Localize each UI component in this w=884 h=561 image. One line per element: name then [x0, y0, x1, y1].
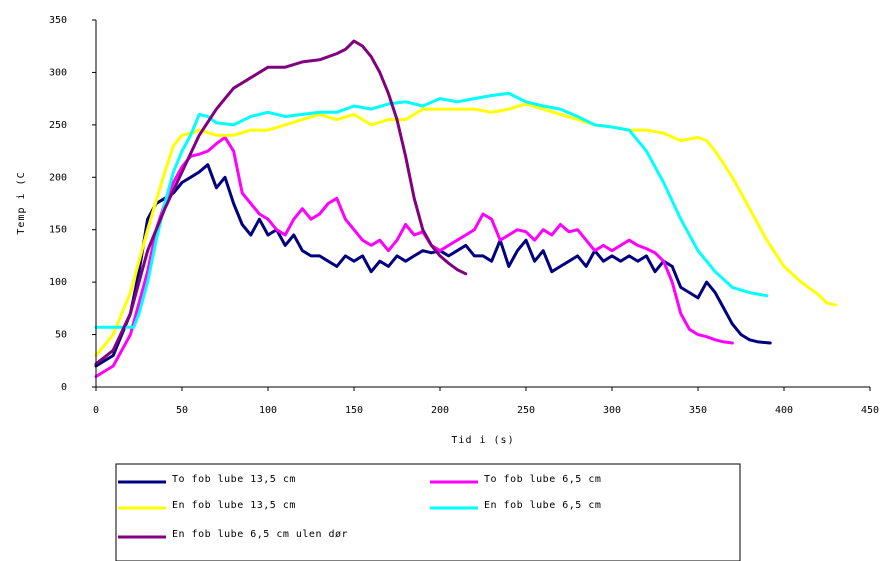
axes [95, 20, 870, 388]
legend-label-0: To fob lube 13,5 cm [172, 474, 296, 485]
legend-box [115, 463, 741, 561]
x-tick-label: 0 [93, 405, 99, 416]
legend-label-3: En fob lube 6,5 cm [484, 500, 601, 511]
y-tick-label: 250 [49, 120, 67, 131]
plot-lines [94, 39, 838, 378]
y-tick-label: 300 [49, 67, 67, 78]
y-tick-label: 150 [49, 225, 67, 236]
y-tick-label: 0 [61, 382, 67, 393]
y-tick-label: 200 [49, 172, 67, 183]
y-tick-label: 50 [55, 330, 67, 341]
x-tick-label: 450 [861, 405, 879, 416]
x-tick-label: 200 [431, 405, 449, 416]
legend-label-1: To fob lube 6,5 cm [484, 474, 601, 485]
y-axis-title: Temp i (C [16, 171, 27, 234]
legend-label-4: En fob lube 6,5 cm ulen dør [172, 529, 348, 540]
y-tick-label: 100 [49, 277, 67, 288]
x-ticks: 0 50 100 150 200 250 300 350 400 450 [93, 387, 879, 416]
series-line-3 [94, 91, 769, 329]
legend-label-2: En fob lube 13,5 cm [172, 500, 296, 511]
series-line-2 [94, 102, 838, 357]
x-tick-label: 250 [517, 405, 535, 416]
series-line-4 [94, 39, 468, 366]
x-tick-label: 50 [176, 405, 188, 416]
x-tick-label: 300 [603, 405, 621, 416]
x-tick-label: 100 [259, 405, 277, 416]
legend: To fob lube 13,5 cm To fob lube 6,5 cm En … [115, 463, 741, 561]
x-tick-label: 150 [345, 405, 363, 416]
x-tick-label: 350 [689, 405, 707, 416]
y-ticks: 0 50 100 150 200 250 300 350 [49, 15, 96, 393]
y-tick-label: 350 [49, 15, 67, 26]
x-axis-title: Tid i (s) [451, 435, 514, 446]
x-tick-label: 400 [775, 405, 793, 416]
